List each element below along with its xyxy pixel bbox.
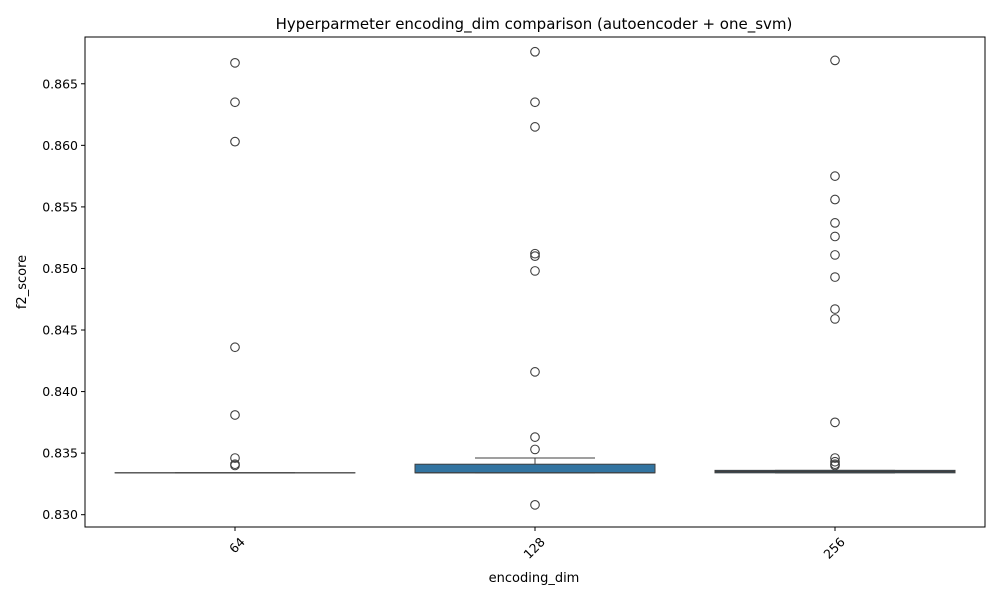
outlier-point <box>530 46 540 57</box>
box-group-64 <box>114 58 356 474</box>
outlier-point <box>530 251 540 261</box>
y-axis-label: f2_score <box>15 255 30 309</box>
outlier-point <box>230 97 240 108</box>
y-tick-label: 0.860 <box>42 138 78 153</box>
y-axis: 0.830 0.835 0.840 0.845 0.850 0.855 0.860 0.865 <box>42 76 85 522</box>
outlier-point <box>230 342 240 353</box>
outlier-point <box>830 231 840 242</box>
box-group-128 <box>414 46 656 510</box>
outlier-point <box>530 367 540 377</box>
outlier-point <box>530 97 540 108</box>
outlier-point <box>230 410 240 420</box>
outlier-point <box>530 122 540 132</box>
box-group-256 <box>714 55 956 474</box>
outlier-point <box>230 453 240 463</box>
x-tick-label: 128 <box>520 534 548 562</box>
outlier-point <box>530 499 540 510</box>
outlier-point <box>830 314 840 324</box>
outlier-point <box>830 460 840 471</box>
outlier-point <box>830 272 840 282</box>
y-tick-label: 0.830 <box>42 507 78 522</box>
outlier-point <box>530 432 540 442</box>
outlier-point <box>830 304 840 314</box>
outlier-point <box>230 136 240 147</box>
y-tick-label: 0.845 <box>42 323 78 338</box>
outlier-point <box>830 250 840 260</box>
y-tick-label: 0.840 <box>42 384 78 399</box>
outlier-point <box>830 55 840 66</box>
x-tick-label: 64 <box>226 534 248 556</box>
outlier-point <box>830 171 840 181</box>
chart-title: Hyperparmeter encoding_dim comparison (a… <box>276 15 793 34</box>
plot-marks <box>114 46 956 510</box>
outlier-point <box>830 218 840 228</box>
plot-frame <box>84 36 986 528</box>
y-tick-label: 0.835 <box>42 446 78 461</box>
x-axis-label: encoding_dim <box>489 571 580 586</box>
box-body <box>414 463 656 474</box>
outlier-point <box>830 417 840 428</box>
outlier-point <box>530 266 540 276</box>
outlier-point <box>830 194 840 205</box>
x-tick-label: 256 <box>820 534 848 562</box>
outlier-point <box>530 444 540 455</box>
y-tick-label: 0.850 <box>42 261 78 276</box>
outlier-point <box>230 58 240 68</box>
outlier-point <box>530 248 540 259</box>
y-tick-label: 0.865 <box>42 76 78 91</box>
x-axis: 64 128 256 <box>226 527 848 562</box>
outlier-point <box>230 460 240 471</box>
outlier-point <box>830 453 840 463</box>
outlier-point <box>830 456 840 467</box>
y-tick-label: 0.855 <box>42 199 78 214</box>
